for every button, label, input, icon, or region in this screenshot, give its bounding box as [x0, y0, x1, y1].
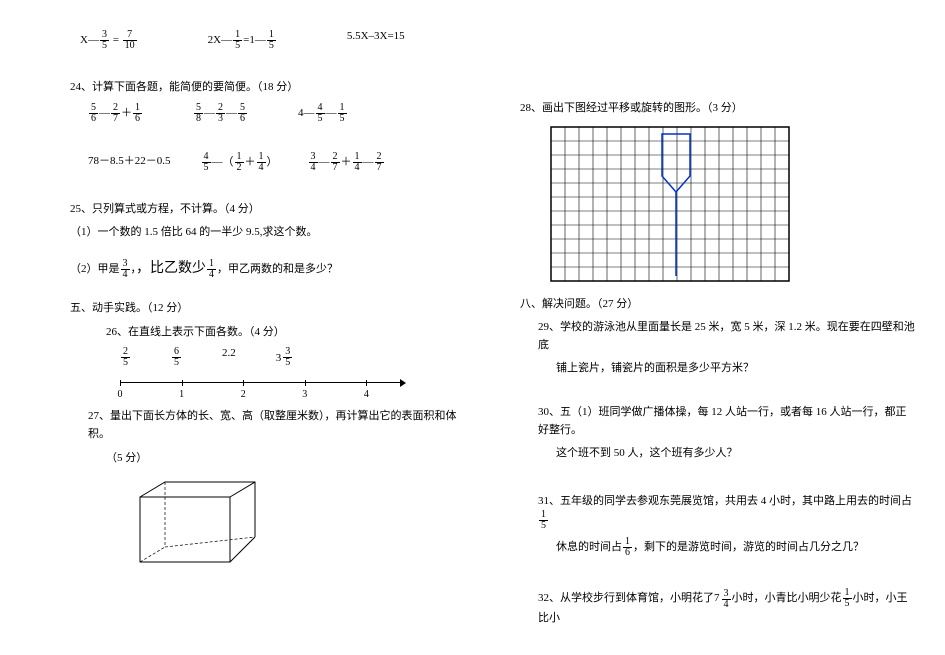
q27-title: 27、量出下面长方体的长、宽、高（取整厘米数），再计算出它的表面积和体积。 — [88, 408, 470, 443]
q26-v3: 2.2 — [222, 347, 236, 368]
left-column: X—35 = 710 2X—15=1—15 5.5X–3X=15 24、计算下面… — [0, 0, 480, 655]
q32-a: 32、从学校步行到体育馆，小明花了734小时，小青比小明少花15小时，小王比小 — [538, 588, 915, 627]
equation-row-1: X—35 = 710 2X—15=1—15 5.5X–3X=15 — [80, 30, 470, 51]
grid-figure — [550, 126, 915, 282]
q31-b: 休息的时间占16，剩下的是游览时间，游览的时间占几分之几？ — [556, 537, 915, 558]
right-column: 28、画出下图经过平移或旋转的图形。（3 分） 八、解决问题。（27 分） 29… — [480, 0, 945, 655]
q24-r1b: 58—23—56 — [193, 103, 248, 124]
q26-v4: 335 — [276, 347, 294, 368]
q26-values: 25 65 2.2 335 — [120, 347, 470, 368]
q28-title: 28、画出下图经过平移或旋转的图形。（3 分） — [520, 100, 915, 118]
q25-2: （2）甲是34，，比乙数少14，甲乙两数的和是多少？ — [70, 258, 470, 280]
q26-v1: 25 — [121, 347, 130, 368]
q25-1: （1）一个数的 1.5 倍比 64 的一半少 9.5,求这个数。 — [70, 224, 470, 242]
number-line: 0 1 2 3 4 — [120, 382, 400, 384]
section-8-title: 八、解决问题。（27 分） — [520, 296, 915, 314]
cuboid-figure — [130, 477, 270, 567]
eq-1c: 5.5X–3X=15 — [347, 30, 405, 51]
q31-a: 31、五年级的同学去参观东莞展览馆，共用去 4 小时，其中路上用去的时间占15 — [538, 493, 915, 532]
q29-b: 铺上瓷片，铺瓷片的面积是多少平方米？ — [556, 360, 915, 378]
q26-v2: 65 — [172, 347, 181, 368]
page: X—35 = 710 2X—15=1—15 5.5X–3X=15 24、计算下面… — [0, 0, 945, 655]
q26-title: 26、在直线上表示下面各数。（4 分） — [106, 324, 470, 342]
q24-row1: 56—27＋16 58—23—56 4—45—15 — [88, 103, 470, 124]
q30-b: 这个班不到 50 人，这个班有多少人？ — [556, 445, 915, 463]
q25-title: 25、只列算式或方程，不计算。（4 分） — [70, 201, 470, 219]
section-5-title: 五、动手实践。（12 分） — [70, 300, 470, 318]
q24-r2c: 34—27＋14—27 — [308, 152, 385, 173]
q30-a: 30、五（1）班同学做广播体操，每 12 人站一行，或者每 16 人站一行，都正… — [538, 404, 915, 439]
eq-1b: 2X—15=1—15 — [208, 30, 277, 51]
q24-row2: 78－8.5＋22－0.5 45—（12＋14） 34—27＋14—27 — [88, 152, 470, 173]
q24-r1a: 56—27＋16 — [88, 103, 143, 124]
q24-title: 24、计算下面各题，能简便的要简便。（18 分） — [70, 79, 470, 97]
arrow-right-icon — [400, 379, 406, 387]
q27-points: （5 分） — [106, 450, 470, 468]
q29-a: 29、学校的游泳池从里面量长是 25 米，宽 5 米，深 1.2 米。现在要在四… — [538, 319, 915, 354]
q24-r1c: 4—45—15 — [298, 103, 348, 124]
eq-1a: X—35 = 710 — [80, 30, 138, 51]
q24-r2b: 45—（12＋14） — [201, 152, 278, 173]
q24-r2a: 78－8.5＋22－0.5 — [88, 152, 171, 173]
